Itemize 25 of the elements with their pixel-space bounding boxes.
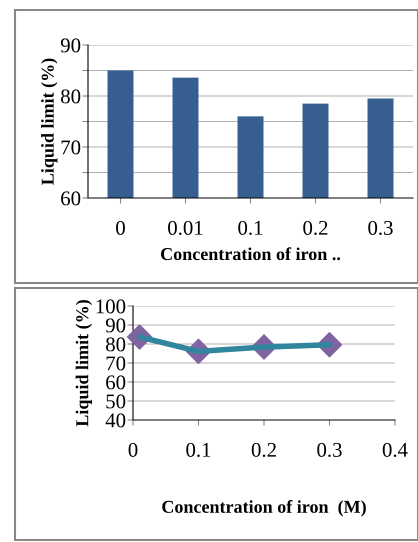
- y-tick-label: 80: [106, 337, 126, 352]
- x-tick-label: 0: [128, 442, 138, 457]
- y-tick-label: 60: [61, 191, 80, 206]
- y-tick-label: 70: [62, 140, 80, 154]
- y-tick-label: 40: [106, 413, 126, 428]
- x-axis-title: Concentration of iron (M): [162, 500, 366, 517]
- y-tick-label: 90: [60, 38, 80, 52]
- y-tick-label: 50: [106, 394, 126, 408]
- y-axis-title: Liquid limit (%): [41, 58, 58, 185]
- x-tick-label: 0.3: [368, 220, 393, 235]
- y-tick-label: 100: [96, 299, 126, 314]
- x-axis-title: Concentration of iron ..: [161, 247, 340, 260]
- x-tick-label: 0.4: [382, 442, 408, 457]
- y-tick-label: 60: [106, 375, 126, 390]
- x-tick-label: 0.2: [303, 220, 328, 235]
- y-tick-label: 80: [61, 89, 80, 104]
- x-tick-label: 0: [116, 220, 125, 235]
- x-tick-label: 0.1: [238, 220, 262, 235]
- x-tick-label: 0.2: [252, 442, 276, 457]
- x-tick-label: 0.1: [186, 442, 210, 457]
- y-tick-label: 90: [106, 318, 126, 332]
- x-tick-label: 0.3: [317, 442, 342, 457]
- y-axis-title: Liquid limit (%): [76, 300, 92, 426]
- x-tick-label: 0.01: [168, 220, 202, 235]
- y-tick-label: 70: [106, 356, 126, 370]
